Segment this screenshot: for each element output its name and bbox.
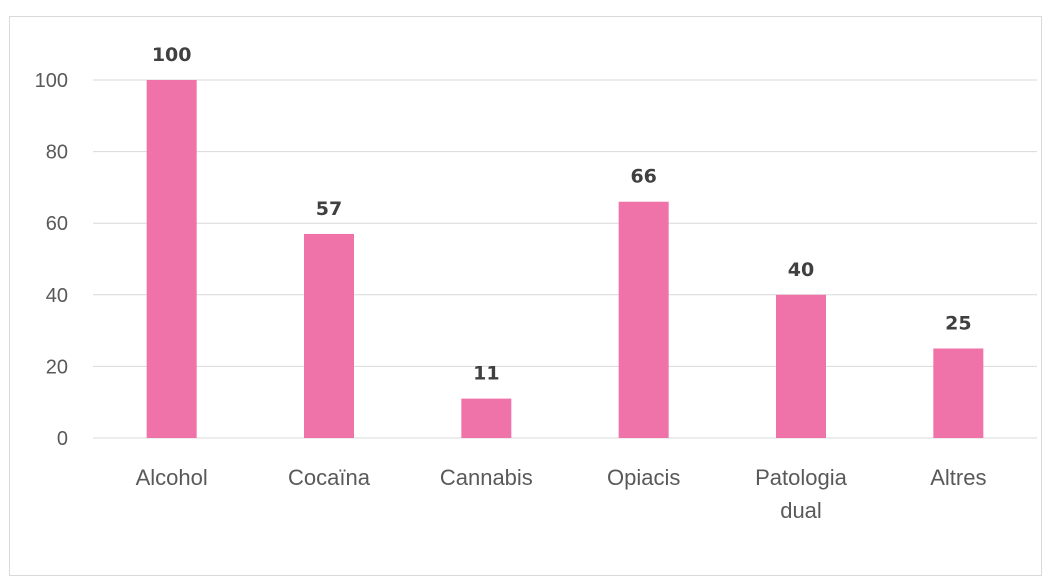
bar [933, 348, 984, 438]
y-tick-label: 20 [46, 356, 68, 378]
x-tick-label: Altres [930, 465, 986, 490]
x-tick-label: Cannabis [440, 465, 533, 490]
y-tick-label: 80 [46, 142, 68, 164]
bar [304, 233, 354, 438]
x-tick-label-line: Patologia [755, 465, 848, 490]
y-tick-label: 40 [46, 285, 68, 307]
x-tick-label-line: Opiacis [607, 465, 680, 490]
x-tick-label-line: Altres [930, 465, 986, 490]
data-label: 11 [473, 363, 499, 385]
bar [146, 80, 197, 438]
data-label: 40 [788, 259, 814, 281]
bar [776, 294, 826, 438]
y-tick-label: 0 [57, 428, 68, 450]
x-tick-label-line: Cocaïna [288, 465, 371, 490]
data-label: 25 [945, 313, 971, 335]
x-tick-label: Opiacis [607, 465, 680, 490]
x-tick-label: Cocaïna [288, 465, 371, 490]
x-tick-label: Patologia dual [755, 465, 848, 523]
bar [461, 398, 512, 438]
x-tick-label-line: Cannabis [440, 465, 533, 490]
data-label: 66 [630, 166, 656, 188]
bar [618, 201, 669, 438]
x-tick-label-line: dual [780, 498, 822, 523]
data-label: 100 [152, 44, 192, 66]
y-tick-label: 60 [46, 213, 68, 235]
x-tick-label: Alcohol [136, 465, 208, 490]
y-tick-label: 100 [35, 70, 68, 92]
bar-chart: 0 20 40 60 80 100 100 Alcohol 57 Cocaïna 11 Cannabi… [35, 44, 1037, 523]
x-tick-label-line: Alcohol [136, 465, 208, 490]
data-label: 57 [316, 198, 342, 220]
